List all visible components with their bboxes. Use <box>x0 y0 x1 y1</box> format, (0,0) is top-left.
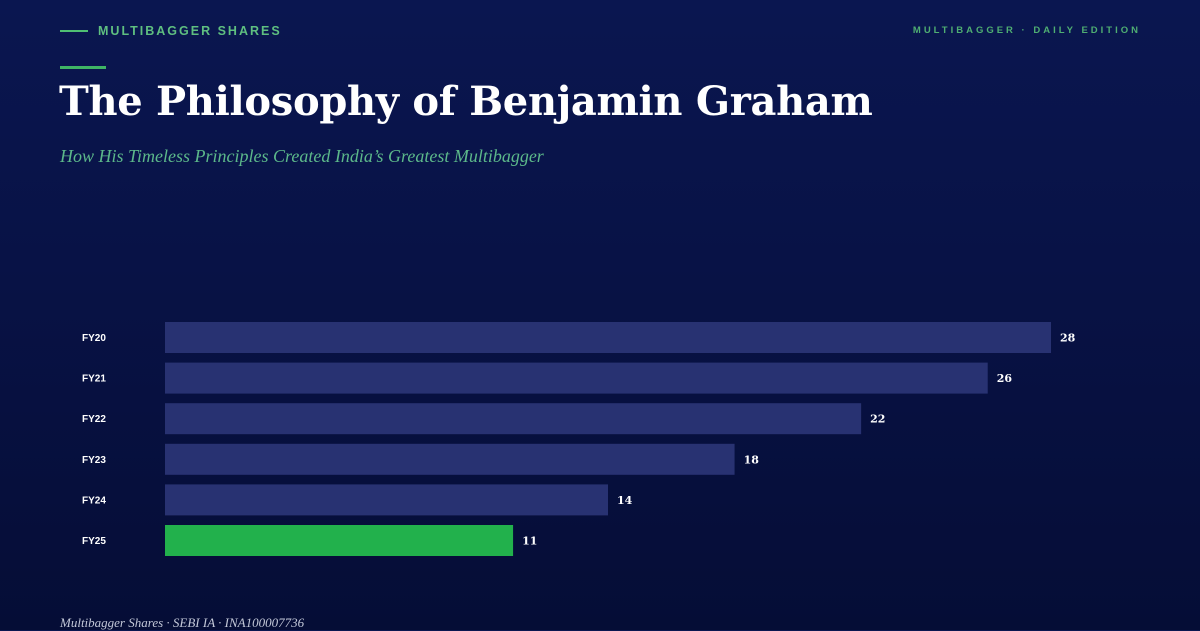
bar-fy20 <box>165 322 1051 353</box>
bar-fy25 <box>165 525 514 556</box>
category-label-fy24: FY24 <box>82 495 106 506</box>
title-accent-rule <box>60 66 106 69</box>
value-label-fy23: 18 <box>744 453 760 466</box>
brand: MULTIBAGGER SHARES <box>60 24 282 38</box>
edition-label: MULTIBAGGER · DAILY EDITION <box>912 25 1141 36</box>
brand-name: MULTIBAGGER SHARES <box>98 24 282 38</box>
footer-credit: Multibagger Shares · SEBI IA · INA100007… <box>60 615 305 630</box>
value-label-fy20: 28 <box>1060 332 1076 345</box>
category-label-fy21: FY21 <box>82 374 106 385</box>
page-subtitle: How His Timeless Principles Created Indi… <box>60 146 544 166</box>
brand-accent-line <box>60 30 88 32</box>
value-label-fy21: 26 <box>997 372 1013 385</box>
page-title: The Philosophy of Benjamin Graham <box>59 78 873 125</box>
category-label-fy20: FY20 <box>82 333 106 344</box>
bar-fy24 <box>165 484 608 516</box>
value-label-fy22: 22 <box>870 413 885 426</box>
bar-fy22 <box>165 403 862 435</box>
value-label-fy24: 14 <box>617 494 633 507</box>
category-label-fy23: FY23 <box>82 455 106 466</box>
value-label-fy25: 11 <box>522 535 537 548</box>
bar-fy21 <box>165 362 988 394</box>
category-label-fy25: FY25 <box>82 536 106 547</box>
category-label-fy22: FY22 <box>82 414 106 425</box>
bar-fy23 <box>165 443 735 475</box>
